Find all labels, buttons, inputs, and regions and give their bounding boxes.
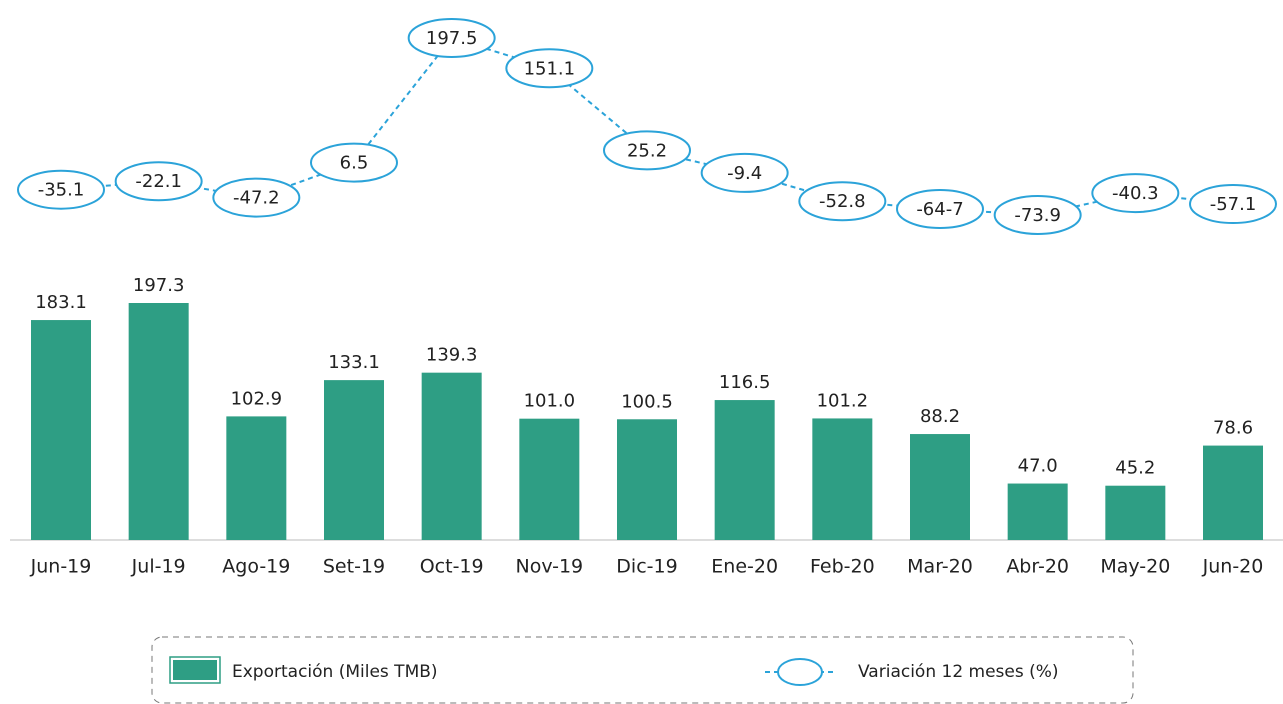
legend-label: Variación 12 meses (%) — [858, 662, 1059, 682]
bar — [910, 434, 970, 540]
x-tick-label: Ago-19 — [222, 556, 290, 578]
x-tick-label: Jun-20 — [1202, 556, 1264, 578]
bar-value-label: 197.3 — [133, 275, 185, 296]
bar-value-label: 100.5 — [621, 391, 673, 412]
legend-label: Exportación (Miles TMB) — [232, 662, 438, 682]
bar — [226, 416, 287, 540]
legend-swatch-border — [169, 656, 221, 684]
line-value-label: 197.5 — [426, 28, 478, 49]
x-tick-label: Ene-20 — [711, 556, 778, 578]
bar-value-label: 88.2 — [920, 406, 960, 427]
x-tick-label: Jul-19 — [131, 556, 186, 578]
bar — [421, 372, 482, 540]
line-marker — [310, 142, 398, 183]
bar — [128, 303, 189, 540]
bar — [1105, 485, 1166, 540]
line-marker — [798, 181, 887, 222]
line-marker — [17, 169, 105, 210]
x-tick-label: Jun-19 — [30, 556, 92, 578]
line-marker — [993, 195, 1082, 235]
legend-box — [151, 636, 1134, 704]
line-marker — [212, 177, 301, 218]
line-value-label: -73.9 — [1014, 205, 1061, 226]
line-value-label: 25.2 — [627, 140, 667, 161]
bar-value-label: 102.9 — [231, 388, 283, 409]
line-value-label: -40.3 — [1112, 183, 1159, 204]
line-value-label: -64-7 — [916, 199, 963, 220]
bar — [812, 418, 873, 540]
line-value-label: -52.8 — [819, 191, 866, 212]
line-value-label: -9.4 — [727, 163, 762, 184]
legend: Exportación (Miles TMB) Variación 12 mese… — [169, 656, 1059, 686]
line-marker — [700, 152, 789, 193]
x-tick-label: Feb-20 — [810, 556, 875, 578]
line-marker — [114, 161, 203, 202]
bar-value-label: 116.5 — [719, 372, 771, 393]
bar — [324, 380, 384, 540]
x-tick-label: Abr-20 — [1006, 556, 1069, 578]
bar-value-label: 78.6 — [1213, 418, 1253, 439]
line-marker — [1189, 184, 1277, 225]
bar — [31, 320, 91, 540]
bar — [1007, 483, 1068, 540]
x-tick-label: Nov-19 — [516, 556, 584, 578]
bar — [519, 418, 580, 540]
line-marker — [407, 18, 496, 58]
line-value-label: -47.2 — [233, 188, 280, 209]
bar-value-label: 133.1 — [328, 352, 380, 373]
bar-value-label: 101.2 — [817, 390, 869, 411]
line-value-label: -35.1 — [38, 180, 85, 201]
bar — [714, 400, 775, 540]
legend-marker — [777, 658, 823, 686]
x-tick-label: Oct-19 — [420, 556, 484, 578]
x-tick-label: Mar-20 — [907, 556, 973, 578]
bar-value-label: 139.3 — [426, 345, 478, 366]
line-value-label: 6.5 — [340, 153, 369, 174]
bar — [617, 419, 677, 540]
line-value-label: -57.1 — [1210, 194, 1257, 215]
line-marker — [505, 48, 594, 89]
legend-swatch — [171, 658, 219, 682]
bar-value-label: 101.0 — [524, 391, 576, 412]
x-tick-label: Dic-19 — [616, 556, 677, 578]
bar — [1203, 445, 1263, 540]
bar-value-label: 47.0 — [1018, 456, 1058, 477]
line-marker — [1091, 173, 1180, 214]
line-value-label: -22.1 — [135, 171, 182, 192]
line-marker — [603, 130, 691, 171]
line-value-label: 151.1 — [524, 58, 576, 79]
x-tick-label: Set-19 — [323, 556, 385, 578]
line-marker — [896, 189, 984, 229]
x-tick-label: May-20 — [1100, 556, 1170, 578]
bar-value-label: 183.1 — [35, 292, 87, 313]
bar-value-label: 45.2 — [1115, 458, 1155, 479]
